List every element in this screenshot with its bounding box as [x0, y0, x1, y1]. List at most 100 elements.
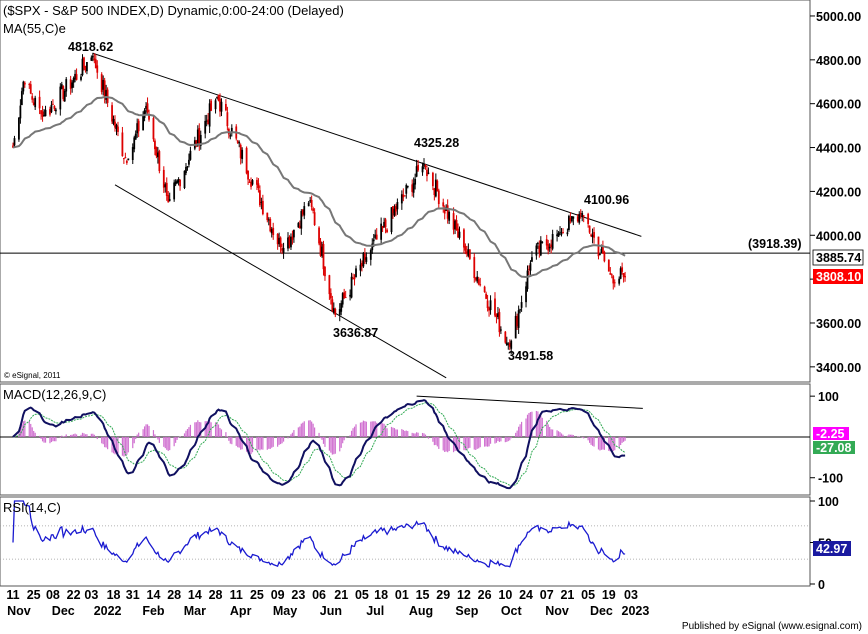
candle-body — [528, 268, 530, 270]
candle-body — [568, 216, 570, 231]
candle-body — [269, 219, 272, 232]
ma-value-badge — [812, 249, 864, 266]
candle-body — [588, 225, 591, 233]
x-month-label: Mar — [184, 604, 206, 618]
candle-body — [455, 220, 458, 231]
x-day-label: 19 — [602, 588, 616, 602]
candle-body — [81, 58, 84, 76]
rsi-label: RSI(14,C) — [3, 500, 61, 515]
x-day-label: 07 — [540, 588, 554, 602]
candle-body — [251, 180, 254, 185]
candle-body — [587, 213, 590, 224]
candle-body — [579, 213, 582, 215]
x-month-label: Sep — [455, 604, 478, 618]
x-day-label: 25 — [250, 588, 264, 602]
candle-body — [321, 246, 323, 256]
price-tick-label: 4800.00 — [816, 54, 861, 68]
candle-body — [443, 208, 446, 214]
candle-body — [468, 249, 471, 259]
macd-tick-label: -100 — [818, 472, 843, 486]
candle-body — [220, 101, 223, 112]
candle-body — [248, 181, 251, 183]
candle-body — [177, 178, 180, 183]
candle-body — [229, 135, 232, 137]
candle-body — [282, 247, 285, 253]
candle-body — [582, 215, 585, 217]
price-value-badge — [813, 269, 863, 284]
candle-body — [298, 225, 301, 229]
candle-body — [230, 127, 233, 134]
candle-body — [96, 65, 99, 73]
candle-body — [538, 245, 541, 253]
candle-body — [198, 127, 201, 146]
x-day-label: 28 — [209, 588, 223, 602]
candle-body — [266, 212, 269, 221]
x-day-label: 06 — [312, 588, 326, 602]
candle-body — [63, 90, 66, 102]
candle-body — [71, 82, 74, 88]
candle-body — [403, 195, 406, 197]
candle-body — [479, 284, 482, 286]
annotation-level-3918: (3918.39) — [748, 237, 802, 251]
x-day-label: 15 — [416, 588, 430, 602]
candle-body — [622, 273, 625, 278]
candle-body — [411, 184, 414, 192]
candle-body — [80, 76, 82, 80]
candle-body — [267, 219, 270, 221]
candle-body — [578, 213, 581, 223]
x-month-label: Jun — [320, 604, 342, 618]
macd-hist-text: -2.25 — [816, 427, 845, 441]
ma-value-text: 3885.74 — [816, 251, 861, 265]
candle-body — [526, 270, 529, 290]
x-day-label: 31 — [126, 588, 140, 602]
candle-body — [173, 182, 176, 200]
candle-body — [245, 147, 248, 174]
macd-line — [12, 399, 626, 490]
candle-body — [560, 233, 563, 235]
candle-body — [590, 234, 592, 236]
candle-body — [497, 313, 499, 318]
candle-body — [405, 185, 408, 194]
candle-body — [599, 254, 601, 256]
candle-body — [383, 221, 385, 227]
candle-body — [29, 84, 32, 94]
candle-body — [581, 213, 584, 217]
candle-body — [355, 268, 357, 278]
candle-body — [288, 236, 291, 246]
candle-body — [569, 217, 572, 221]
candle-body — [545, 239, 548, 246]
candle-body — [28, 84, 31, 86]
price-tick-label: 4600.00 — [816, 98, 861, 112]
annotation-4325: 4325.28 — [414, 136, 459, 150]
candle-body — [145, 105, 147, 109]
x-day-label: 21 — [334, 588, 348, 602]
candle-body — [341, 293, 344, 305]
candle-body — [415, 166, 418, 177]
candle-body — [303, 206, 306, 216]
candle-body — [49, 109, 51, 115]
candle-body — [328, 275, 331, 295]
candle-body — [301, 209, 304, 215]
candle-body — [547, 244, 550, 251]
candle-body — [396, 202, 399, 210]
candle-body — [562, 232, 564, 234]
candle-body — [494, 298, 496, 316]
candle-body — [307, 202, 310, 207]
candle-body — [384, 219, 387, 228]
annotation-high-4818: 4818.62 — [68, 40, 113, 54]
candle-body — [241, 149, 244, 160]
candle-body — [559, 231, 561, 233]
copyright: © eSignal, 2011 — [4, 371, 61, 380]
candle-body — [117, 126, 119, 132]
chart-title: ($SPX - S&P 500 INDEX,D) Dynamic,0:00-24… — [3, 3, 344, 18]
candle-body — [52, 103, 54, 105]
candle-body — [621, 267, 624, 272]
x-day-label: 05 — [581, 588, 595, 602]
candle-body — [602, 246, 604, 254]
candle-body — [507, 343, 510, 345]
candle-body — [238, 142, 241, 144]
candle-body — [112, 118, 115, 124]
candle-body — [610, 274, 613, 276]
candle-body — [613, 282, 616, 284]
